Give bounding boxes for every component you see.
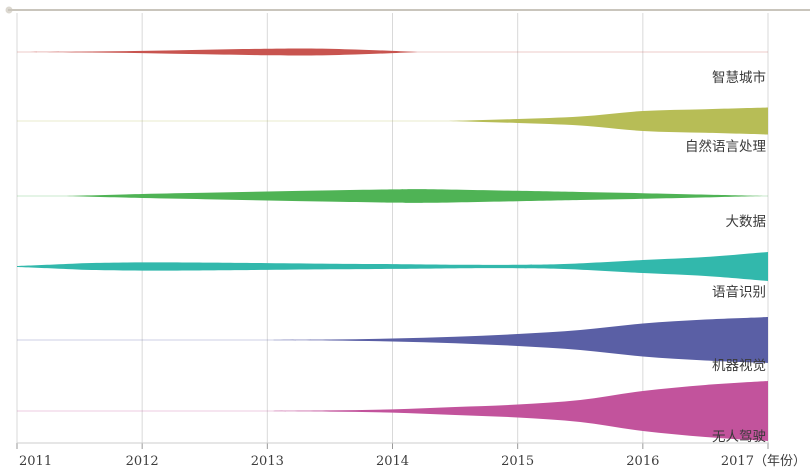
x-axis-label: 2016 (626, 454, 659, 469)
series-label: 智慧城市 (712, 69, 766, 86)
series-label: 语音识别 (712, 284, 766, 301)
x-axis-label: 2017（年份） (721, 454, 806, 469)
stream-4[interactable] (273, 317, 768, 363)
series-label: 大数据 (726, 214, 767, 230)
series-label: 无人驾驶 (712, 429, 766, 445)
series-label: 自然语言处理 (685, 138, 766, 155)
stream-0[interactable] (19, 48, 418, 56)
x-axis-label: 2015 (501, 454, 534, 469)
gridlines-group (16, 13, 769, 443)
stream-5[interactable] (273, 381, 768, 441)
x-axis-label: 2013 (251, 454, 284, 469)
series-label: 机器视觉 (712, 358, 766, 374)
x-axis-label: 2012 (126, 454, 159, 469)
stream-2[interactable] (64, 189, 765, 203)
x-axis-label: 2014 (376, 454, 409, 469)
x-axis-group: 2011 2012 2013 2014 2015 2016 2017（年份） (16, 442, 806, 469)
stream-3[interactable] (17, 252, 768, 281)
streams-group (17, 48, 768, 441)
stream-1[interactable] (448, 107, 768, 135)
x-axis-label: 2011 (19, 454, 52, 469)
top-border (5, 6, 810, 14)
